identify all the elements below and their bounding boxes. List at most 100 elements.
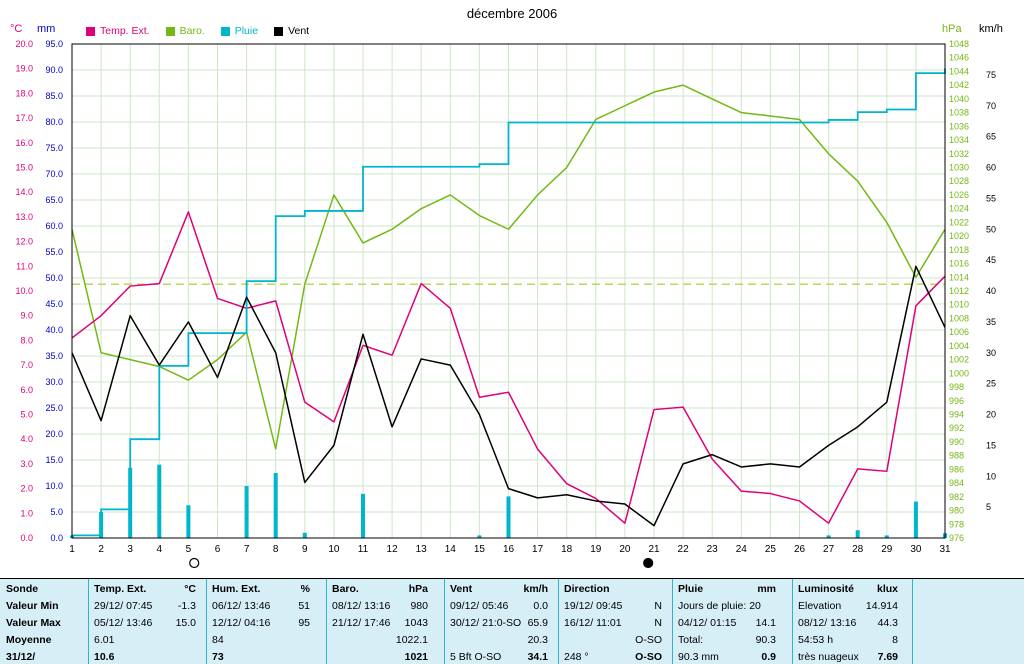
axis-tick-label: 20: [986, 410, 996, 420]
rain-bars: [186, 505, 191, 538]
cell-right: km/h: [523, 582, 548, 595]
stats-column-1: Temp. Ext. °C 29/12/ 07:45 -1.3 05/12/ 13:46…: [88, 579, 206, 664]
axis-tick-label: 1010: [949, 300, 969, 310]
axis-tick-label: 12.0: [15, 237, 33, 247]
table-row: 54:53 h 8: [798, 631, 898, 648]
axis-tick-label: 5: [986, 502, 991, 512]
legend-item: Baro.: [165, 25, 205, 37]
cell-left: 05/12/ 13:46: [94, 616, 153, 629]
column-header: Pluie mm: [678, 580, 776, 597]
cell-right: 95: [298, 616, 310, 629]
stats-table: Sonde Valeur Min Valeur Max Moyenne 31/12/Te…: [0, 578, 1024, 664]
table-row: 90.3 mm 0.9: [678, 648, 776, 664]
axis-tick-label: 18: [561, 544, 573, 555]
rain-bars: [884, 535, 889, 538]
cell-left: Temp. Ext.: [94, 582, 147, 595]
legend-item: Pluie: [220, 25, 258, 37]
axis-tick-label: 1046: [949, 53, 969, 63]
axis-tick-label: 8.0: [20, 335, 33, 345]
cell-left: Jours de pluie: 20: [678, 599, 761, 612]
cell-right: °C: [184, 582, 196, 595]
axis-tick-label: 40: [986, 286, 996, 296]
axis-tick-label: 70: [986, 101, 996, 111]
cell-right: 0.0: [533, 599, 548, 612]
axis-tick-label: 25: [986, 379, 996, 389]
axis-tick-label: 15.0: [45, 455, 63, 465]
cell-right: 8: [892, 633, 898, 646]
cell-left: 248 °: [564, 650, 589, 663]
legend-label: Temp. Ext.: [100, 25, 150, 37]
cell-right: O-SO: [635, 633, 662, 646]
axis-tick-label: 40.0: [45, 325, 63, 335]
rain-bars: [506, 496, 511, 538]
legend-swatch: [165, 26, 175, 36]
temp-axis-unit-label: °C: [10, 23, 23, 35]
legend-label: Vent: [288, 25, 310, 37]
axis-tick-label: 95.0: [45, 39, 63, 49]
cell-left: très nuageux: [798, 650, 859, 663]
cell-right: hPa: [408, 582, 428, 595]
table-row: O-SO: [564, 631, 662, 648]
axis-tick-label: 1012: [949, 286, 969, 296]
axis-tick-label: 1016: [949, 259, 969, 269]
axis-tick-label: 1004: [949, 341, 969, 351]
axis-tick-label: 45.0: [45, 299, 63, 309]
table-row: 248 ° O-SO: [564, 648, 662, 664]
axis-tick-label: 35.0: [45, 351, 63, 361]
rain-axis-unit-label: mm: [37, 23, 56, 35]
axis-tick-label: 976: [949, 533, 964, 543]
cell-right: 15.0: [175, 616, 196, 629]
axis-tick-label: 75: [986, 70, 996, 80]
cell-left: Direction: [564, 582, 610, 595]
table-row: Elevation 14.914: [798, 597, 898, 614]
cell-left: 54:53 h: [798, 633, 834, 646]
stats-column-6: Pluie mm Jours de pluie: 20 04/12/ 01:15 14.…: [672, 579, 792, 664]
stats-column-empty: [912, 579, 1024, 664]
table-row: 06/12/ 13:46 51: [212, 597, 310, 614]
full-moon-icon: [189, 557, 200, 569]
axis-tick-label: 10: [986, 471, 996, 481]
axis-tick-label: 5.0: [50, 507, 63, 517]
axis-tick-label: 1020: [949, 231, 969, 241]
axis-tick-label: 27: [823, 544, 835, 555]
cell-right: N: [654, 599, 662, 612]
cell-left: 04/12/ 01:15: [678, 616, 737, 629]
column-header: Direction: [564, 580, 662, 597]
axis-tick-label: 60: [986, 163, 996, 173]
table-row: 09/12/ 05:46 0.0: [450, 597, 548, 614]
cell-left: Sonde: [6, 582, 39, 595]
cell-right: 1022.1: [395, 633, 428, 646]
column-header: Temp. Ext. °C: [94, 580, 196, 597]
rain-bars: [273, 473, 278, 538]
axis-tick-label: 9: [302, 544, 308, 555]
axis-tick-label: 1044: [949, 66, 969, 76]
cell-right: 1021: [404, 650, 428, 663]
table-row: 20.3: [450, 631, 548, 648]
axis-tick-label: 55.0: [45, 247, 63, 257]
axis-tick-label: 1006: [949, 327, 969, 337]
axis-tick-label: 10.0: [15, 286, 33, 296]
axis-tick-label: 1014: [949, 272, 969, 282]
axis-tick-label: 1026: [949, 190, 969, 200]
weather-chart: 20.019.018.017.016.015.014.013.012.011.0…: [15, 39, 996, 569]
cell-left: Vent: [450, 582, 473, 595]
stats-column-2: Hum. Ext.% 06/12/ 13:46 51 12/12/ 04:16 95 84…: [206, 579, 326, 664]
axis-tick-label: 996: [949, 396, 964, 406]
column-header: Baro. hPa: [332, 580, 428, 597]
axis-tick-label: 7: [244, 544, 250, 555]
axis-tick-label: 19.0: [15, 64, 33, 74]
tempext-line: [71, 211, 946, 524]
axis-tick-label: 25.0: [45, 403, 63, 413]
axis-tick-label: 28: [852, 544, 864, 555]
axis-tick-label: 1022: [949, 217, 969, 227]
axis-tick-label: 2.0: [20, 484, 33, 494]
cell-right: 44.3: [877, 616, 898, 629]
axis-tick-label: 1042: [949, 80, 969, 90]
cell-left: 31/12/: [6, 650, 36, 663]
axis-tick-label: 1038: [949, 108, 969, 118]
axis-tick-label: 990: [949, 437, 964, 447]
axis-tick-label: 13.0: [15, 212, 33, 222]
axis-tick-label: 986: [949, 464, 964, 474]
axis-tick-label: 20.0: [15, 39, 33, 49]
